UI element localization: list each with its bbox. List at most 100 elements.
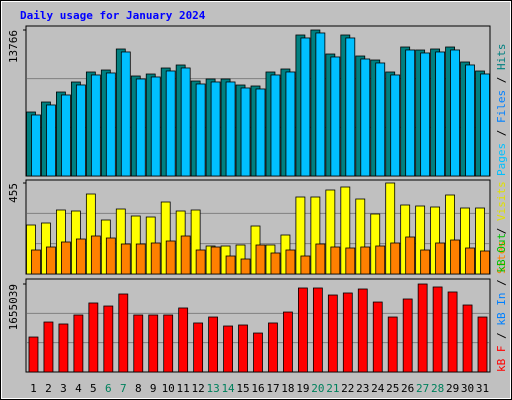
- bar: [285, 249, 296, 275]
- bar: [387, 316, 398, 373]
- bar: [150, 242, 161, 275]
- bar: [285, 71, 296, 177]
- bar: [432, 286, 443, 373]
- y-tick-label: 1655039: [7, 284, 20, 330]
- bar: [300, 255, 311, 275]
- bar: [61, 94, 71, 177]
- bar: [375, 245, 386, 275]
- bar: [103, 305, 114, 373]
- bar: [340, 186, 351, 275]
- x-tick-label: 1: [30, 382, 37, 395]
- x-tick-label: 27: [416, 382, 429, 395]
- x-tick-label: 25: [386, 382, 399, 395]
- bar: [420, 249, 431, 275]
- x-tick-label: 31: [476, 382, 489, 395]
- bar: [193, 322, 204, 373]
- bar: [300, 37, 311, 177]
- bar: [435, 242, 446, 275]
- bar: [240, 258, 251, 275]
- x-tick-label: 13: [206, 382, 219, 395]
- bar: [450, 239, 460, 275]
- bar: [178, 307, 189, 373]
- x-tick-label: 19: [296, 382, 309, 395]
- bar: [135, 78, 146, 177]
- legend-entry: Visits: [495, 181, 508, 221]
- bar: [330, 56, 341, 177]
- y-tick-label: 13766: [7, 30, 20, 63]
- bar: [465, 247, 475, 275]
- bar: [405, 49, 416, 177]
- bar: [390, 74, 401, 177]
- bar: [195, 249, 206, 275]
- x-tick-label: 16: [251, 382, 264, 395]
- bar: [133, 314, 144, 373]
- bar: [298, 287, 308, 373]
- legend-entry: kB In: [495, 293, 508, 326]
- bar: [283, 311, 293, 373]
- legend-separator: /: [495, 221, 508, 241]
- bar: [163, 314, 174, 373]
- x-tick-label: 15: [236, 382, 249, 395]
- bar: [355, 198, 366, 275]
- bar: [357, 288, 368, 373]
- bar: [85, 193, 96, 275]
- bar: [315, 243, 326, 275]
- bar: [345, 247, 356, 275]
- bar: [120, 51, 131, 177]
- bar: [325, 189, 336, 275]
- x-tick-label: 5: [90, 382, 97, 395]
- bar: [75, 84, 86, 177]
- bar: [150, 76, 161, 177]
- bar: [462, 304, 473, 373]
- bar: [430, 206, 441, 275]
- legend-entry: Pages: [495, 143, 508, 176]
- bar: [223, 325, 233, 373]
- bar: [31, 249, 41, 275]
- bar: [405, 236, 416, 275]
- x-tick-label: 18: [281, 382, 294, 395]
- bar: [255, 244, 266, 275]
- bar: [165, 70, 176, 177]
- bar: [46, 104, 56, 177]
- bar: [295, 196, 306, 275]
- bar: [465, 64, 475, 177]
- bar: [190, 209, 201, 275]
- bar: [360, 58, 371, 177]
- bar: [105, 237, 116, 275]
- x-tick-label: 6: [105, 382, 112, 395]
- bar: [330, 246, 341, 275]
- bar: [477, 316, 488, 373]
- bar: [225, 81, 236, 177]
- bar: [450, 49, 460, 177]
- bar: [115, 208, 126, 275]
- bar: [445, 194, 455, 275]
- legend: Sites / Visits: [495, 181, 508, 274]
- bar: [385, 182, 396, 275]
- x-tick-label: 29: [446, 382, 459, 395]
- bar: [225, 255, 236, 275]
- legend-entry: kB F: [495, 346, 508, 373]
- x-tick-label: 26: [401, 382, 414, 395]
- bar: [160, 201, 171, 275]
- legend: kB F / kB In / kB Out: [495, 233, 508, 372]
- bar: [342, 292, 353, 373]
- x-tick-label: 23: [356, 382, 369, 395]
- bar: [210, 81, 221, 177]
- legend-entry: Files: [495, 90, 508, 123]
- bar: [268, 322, 278, 373]
- x-tick-label: 17: [266, 382, 279, 395]
- bar: [372, 301, 383, 373]
- bar: [327, 294, 338, 373]
- bar: [270, 74, 281, 177]
- x-tick-label: 2: [45, 382, 52, 395]
- bar: [255, 88, 266, 177]
- bar: [415, 205, 426, 275]
- bar: [475, 207, 485, 275]
- bar: [238, 324, 248, 373]
- bar: [370, 213, 381, 275]
- bar: [390, 242, 401, 275]
- legend-separator: /: [495, 123, 508, 143]
- bar: [90, 74, 101, 177]
- bar: [180, 235, 191, 275]
